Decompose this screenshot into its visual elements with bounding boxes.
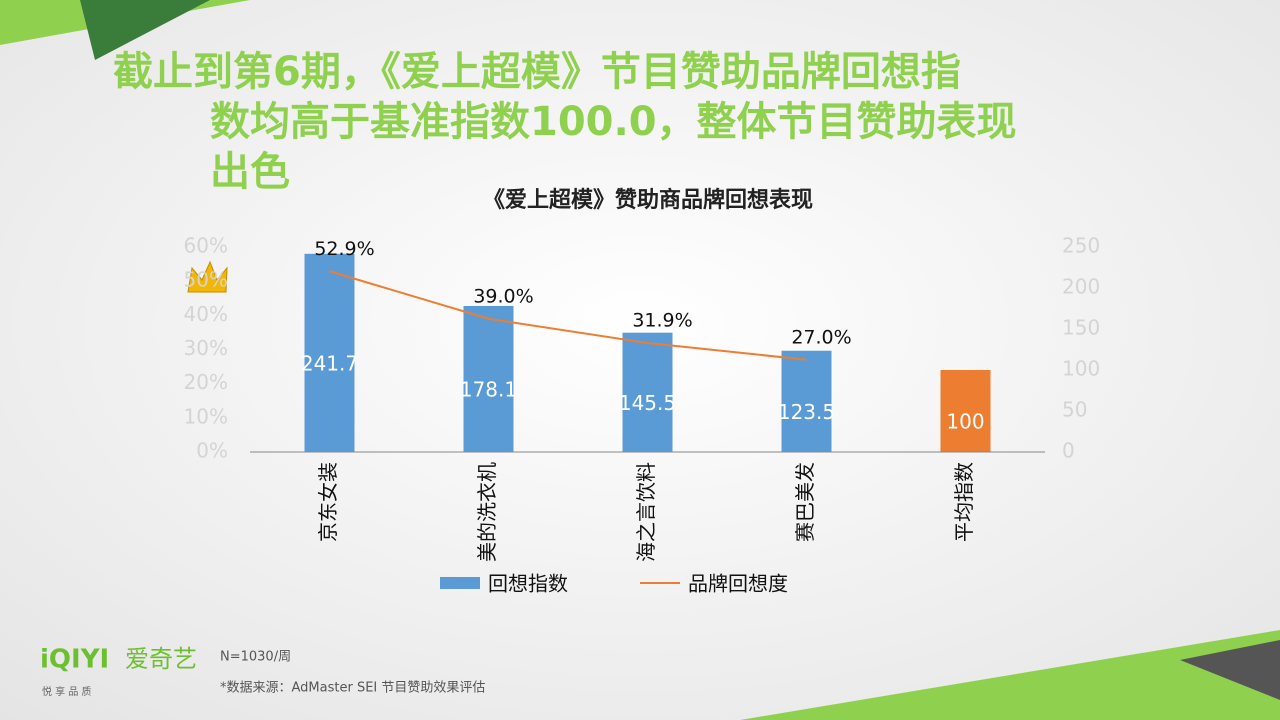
bar-value-label: 241.7 <box>301 351 358 375</box>
logo-brand: iQIYI <box>40 645 109 675</box>
y-tick-label: 20% <box>184 370 228 394</box>
logo-slogan: 悦 享 品 质 <box>42 685 92 698</box>
y2-tick-label: 200 <box>1062 275 1100 299</box>
footnote: *数据来源：AdMaster SEI 节目赞助效果评估 <box>220 681 485 696</box>
corner-deco <box>80 0 210 60</box>
legend-label: 回想指数 <box>488 572 568 596</box>
bar-value-label: 100 <box>946 410 984 434</box>
bar <box>622 332 673 452</box>
y2-tick-label: 100 <box>1062 357 1100 381</box>
y2-tick-label: 150 <box>1062 316 1100 340</box>
y2-tick-label: 50 <box>1062 398 1087 422</box>
bar-value-label: 123.5 <box>778 400 835 424</box>
bar <box>940 370 991 452</box>
corner-deco <box>1180 640 1280 700</box>
x-tick-label: 平均指数 <box>952 462 976 542</box>
footnote: N=1030/周 <box>220 650 291 665</box>
y-tick-label: 0% <box>196 439 228 463</box>
logo-name: 爱奇艺 <box>125 645 197 673</box>
line-value-label: 52.9% <box>314 238 374 260</box>
y2-tick-label: 250 <box>1062 234 1100 258</box>
headline: 出色 <box>210 149 290 195</box>
line-value-label: 39.0% <box>473 285 533 307</box>
headline: 截止到第6期，《爱上超模》节目赞助品牌回想指 <box>113 49 961 95</box>
y-tick-label: 60% <box>184 234 228 258</box>
corner-deco <box>740 630 1280 720</box>
line-value-label: 27.0% <box>791 326 851 348</box>
y-tick-label: 30% <box>184 336 228 360</box>
y-tick-label: 10% <box>184 404 228 428</box>
y-tick-label: 40% <box>184 302 228 326</box>
bar-value-label: 178.1 <box>460 377 517 401</box>
x-tick-label: 京东女装 <box>316 462 340 542</box>
bar <box>781 350 832 452</box>
headline: 数均高于基准指数100.0，整体节目赞助表现 <box>210 99 1017 145</box>
crown <box>187 260 228 293</box>
legend-swatch <box>440 577 480 589</box>
x-tick-label: 赛巴美发 <box>793 462 817 542</box>
bar-value-label: 145.5 <box>619 391 676 415</box>
x-tick-label: 美的洗衣机 <box>475 462 499 562</box>
legend-label: 品牌回想度 <box>688 572 788 596</box>
bar <box>463 305 514 452</box>
x-tick-label: 海之言饮料 <box>634 462 658 562</box>
y-tick-label: 50% <box>184 268 228 292</box>
plot: 0% 10% 20% 30% 40% 50% 60% 0 50 100 150 200 250 241.7… <box>184 234 1101 596</box>
y2-tick-label: 0 <box>1062 439 1075 463</box>
chart-title: 《爱上超模》赞助商品牌回想表现 <box>483 187 813 213</box>
line-value-label: 31.9% <box>632 310 692 332</box>
line <box>329 270 807 361</box>
bar <box>304 253 355 452</box>
